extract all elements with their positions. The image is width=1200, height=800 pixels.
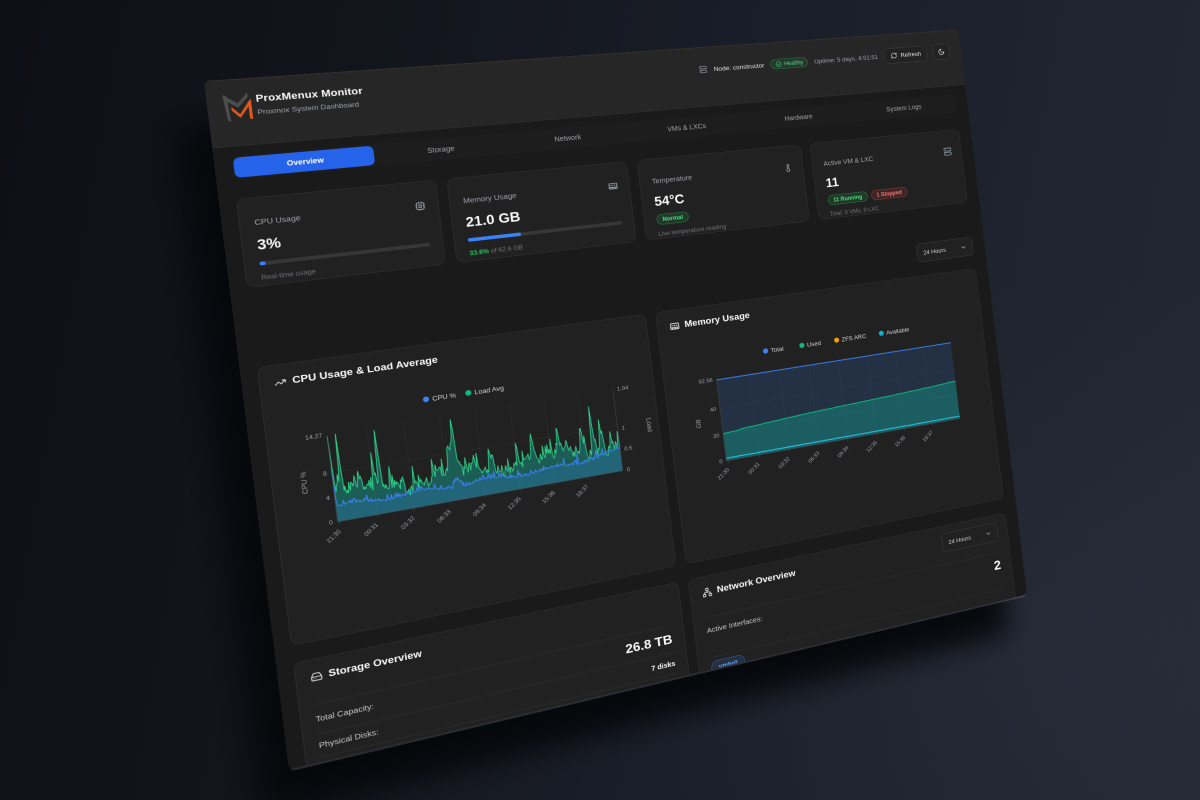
svg-text:00:31: 00:31 <box>363 522 380 538</box>
svg-text:20: 20 <box>713 433 720 440</box>
svg-text:0: 0 <box>719 459 723 465</box>
svg-text:14.27: 14.27 <box>305 433 323 442</box>
svg-text:00:31: 00:31 <box>748 462 762 476</box>
svg-text:40: 40 <box>710 407 717 414</box>
svg-text:09:34: 09:34 <box>837 445 850 459</box>
svg-text:CPU %: CPU % <box>298 471 310 495</box>
svg-text:62.56: 62.56 <box>698 378 713 386</box>
svg-text:Load Avg: Load Avg <box>474 384 504 396</box>
svg-text:06:33: 06:33 <box>436 509 452 524</box>
svg-text:ZFS ARC: ZFS ARC <box>841 333 867 344</box>
svg-text:12:35: 12:35 <box>866 440 879 454</box>
svg-text:8: 8 <box>323 471 328 478</box>
svg-text:03:32: 03:32 <box>400 515 417 530</box>
svg-text:Used: Used <box>807 339 822 348</box>
svg-text:1.94: 1.94 <box>617 385 629 392</box>
svg-text:06:33: 06:33 <box>808 451 821 465</box>
svg-text:21:30: 21:30 <box>326 529 343 545</box>
svg-text:12:35: 12:35 <box>507 496 523 511</box>
svg-text:Total: Total <box>770 345 784 354</box>
svg-text:1: 1 <box>621 425 625 431</box>
svg-text:0: 0 <box>627 467 631 473</box>
svg-text:03:32: 03:32 <box>778 456 792 470</box>
svg-text:09:34: 09:34 <box>472 502 488 517</box>
svg-text:18:37: 18:37 <box>575 484 590 499</box>
svg-text:18:37: 18:37 <box>922 430 935 443</box>
svg-text:4: 4 <box>326 495 331 502</box>
svg-text:Available: Available <box>886 326 910 336</box>
svg-text:CPU %: CPU % <box>432 391 457 402</box>
svg-text:GB: GB <box>694 419 702 429</box>
svg-text:0.5: 0.5 <box>624 445 633 452</box>
svg-text:15:36: 15:36 <box>541 490 556 505</box>
svg-text:15:36: 15:36 <box>894 435 907 448</box>
svg-text:0: 0 <box>329 520 334 527</box>
svg-text:21:30: 21:30 <box>717 467 731 481</box>
svg-text:Load: Load <box>645 417 654 432</box>
